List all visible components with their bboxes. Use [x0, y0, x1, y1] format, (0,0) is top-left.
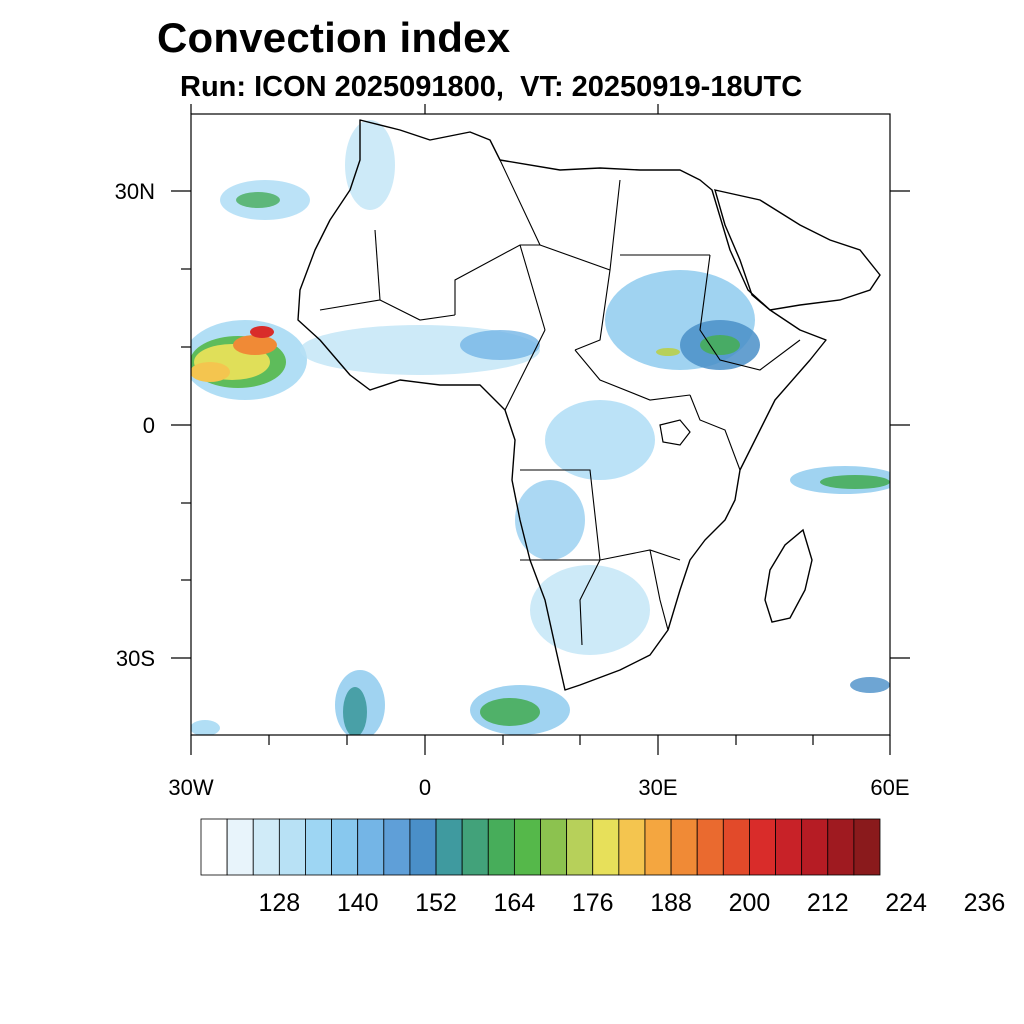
colorbar-swatch [749, 818, 776, 876]
country-borders [319, 159, 801, 646]
axis-ticks [171, 104, 910, 755]
colorbar-swatch [461, 818, 489, 876]
lat-label-30N: 30N [114, 179, 155, 204]
colorbar-label: 152 [415, 889, 457, 917]
colorbar-swatch [540, 818, 568, 876]
colorbar-label: 212 [806, 889, 849, 917]
convection-cell [250, 326, 274, 338]
colorbar-swatch [827, 818, 855, 876]
colorbar-swatch [566, 818, 594, 876]
colorbar-swatch [200, 818, 228, 876]
convection-cell [191, 720, 220, 735]
convection-cell [850, 677, 890, 693]
colorbar-swatch [722, 818, 750, 876]
lon-label-30E: 30E [638, 775, 678, 800]
colorbar-swatch [409, 818, 437, 876]
convection-cell [480, 698, 540, 726]
convection-cell [460, 330, 540, 360]
convection-cell [236, 192, 280, 208]
colorbar-swatch [696, 818, 724, 876]
colorbar-swatch [487, 818, 515, 876]
lake-victoria [659, 419, 691, 446]
convection-cell [515, 480, 585, 560]
colorbar-label: 176 [571, 889, 614, 917]
convection-cell [233, 335, 277, 355]
convection-field [191, 120, 890, 735]
colorbar-swatch [252, 818, 280, 876]
convection-cell [820, 475, 890, 489]
colorbar-label: 164 [493, 889, 536, 917]
arabia-coastline [714, 189, 881, 311]
lat-label-0: 0 [142, 413, 155, 438]
colorbar-label: 188 [650, 889, 692, 917]
convection-cell [656, 348, 680, 356]
colorbar-label: 236 [963, 889, 1006, 917]
madagascar-coastline [764, 528, 813, 623]
colorbar-label: 140 [336, 889, 379, 917]
lon-label-0: 0 [418, 775, 432, 800]
colorbar-swatch [383, 818, 411, 876]
lon-label-60E: 60E [870, 775, 910, 800]
colorbar-swatch [853, 818, 881, 876]
convection-cell [191, 362, 230, 382]
lon-label-30W: 30W [168, 775, 214, 800]
colorbar-swatch [775, 818, 803, 876]
convection-cell [530, 565, 650, 655]
chart-subtitle: Run: ICON 2025091800, VT: 20250919-18UTC [180, 71, 803, 103]
convection-cell [700, 335, 740, 355]
colorbar-swatch [331, 818, 359, 876]
colorbar-swatch [618, 818, 646, 876]
lat-label-30S: 30S [115, 646, 155, 671]
colorbar-swatch [592, 818, 620, 876]
convection-cell [343, 687, 367, 735]
colorbar-swatch [644, 818, 672, 876]
colorbar-swatch [226, 818, 254, 876]
chart-title: Convection index [157, 14, 511, 61]
convection-cell [545, 400, 655, 480]
colorbar-swatch [670, 818, 698, 876]
colorbar-label: 200 [728, 889, 771, 917]
colorbar-label: 128 [258, 889, 301, 917]
colorbar-swatch [513, 818, 541, 876]
colorbar-swatch [305, 818, 332, 876]
convection-cell [345, 120, 395, 210]
africa-coastline [297, 119, 827, 691]
colorbar [200, 818, 881, 876]
colorbar-swatch [278, 818, 306, 876]
colorbar-swatch [435, 818, 463, 876]
colorbar-label: 224 [885, 889, 927, 917]
colorbar-swatch [357, 818, 385, 876]
colorbar-swatch [801, 818, 829, 876]
